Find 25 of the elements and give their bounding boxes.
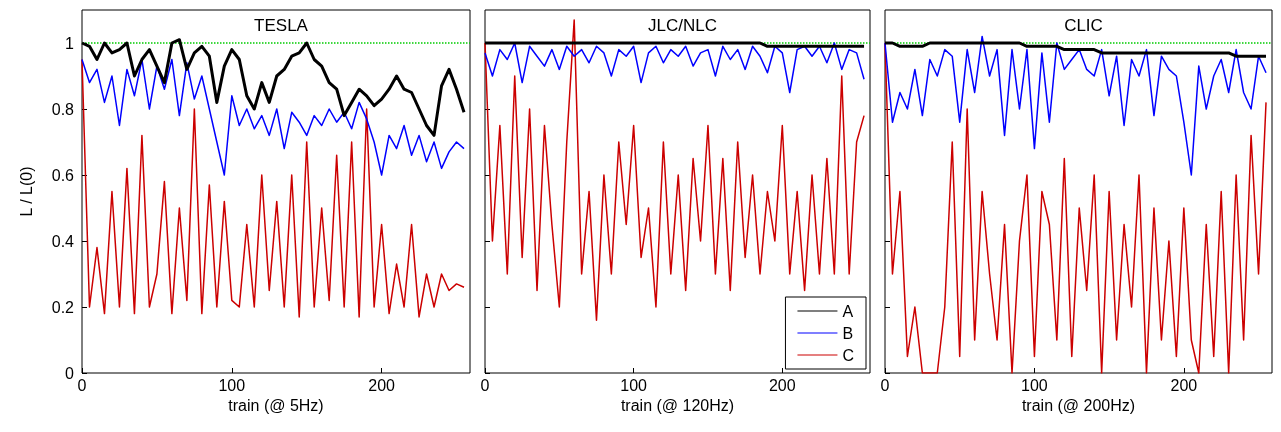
y-tick-label: 0.6	[51, 166, 75, 184]
legend-label: A	[842, 302, 854, 320]
chart-title: JLC/NLC	[648, 16, 717, 35]
chart-title: CLIC	[1064, 16, 1103, 35]
x-tick-label: 200	[368, 376, 396, 394]
x-tick-label: 0	[480, 376, 490, 394]
y-tick-label: 0.2	[51, 298, 75, 316]
x-tick-label: 100	[620, 376, 648, 394]
x-tick-label: 200	[768, 376, 796, 394]
y-tick-label: 0	[65, 364, 75, 382]
y-tick-label: 1	[65, 34, 75, 52]
x-tick-label: 200	[1170, 376, 1198, 394]
legend-label: C	[842, 346, 855, 364]
x-axis-title: train (@ 120Hz)	[620, 397, 735, 415]
legend-label: B	[842, 324, 854, 342]
x-axis-title: train (@ 5Hz)	[228, 397, 324, 415]
chart-title: TESLA	[254, 16, 309, 35]
y-tick-label: 0.4	[51, 232, 75, 250]
x-tick-label: 100	[1021, 376, 1048, 394]
y-axis-title: L / L(0)	[17, 166, 35, 217]
x-tick-label: 100	[218, 376, 246, 394]
x-tick-label: 0	[77, 376, 87, 394]
x-axis-title: train (@ 200Hz)	[1021, 397, 1136, 415]
x-tick-label: 0	[880, 376, 890, 394]
y-tick-label: 0.8	[51, 100, 75, 118]
